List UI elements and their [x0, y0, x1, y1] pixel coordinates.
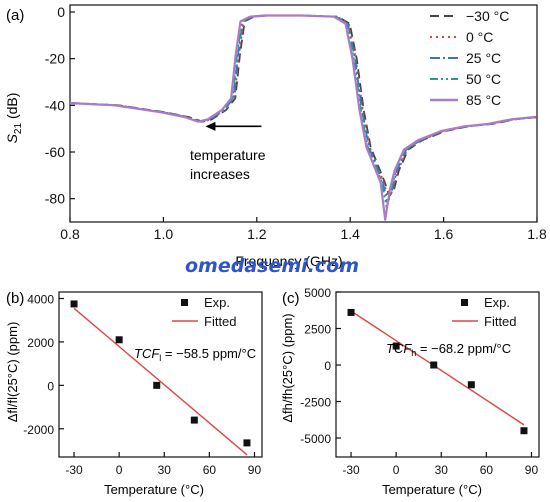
panel-b-x-tick-label: -30: [65, 463, 83, 477]
panel-c-tcf-annotation: TCFh = −68.2 ppm/°C: [386, 341, 511, 358]
panel-a-y-axis-label-symbol: S: [4, 133, 20, 143]
panel-b-label: (b): [6, 290, 24, 307]
panel-b-legend-exp-label: Exp.: [204, 295, 230, 310]
panel-a-y-axis-label-subscript: 21: [13, 123, 24, 135]
panel-c-y-tick-label: 0: [324, 359, 331, 373]
panel-b-x-tick-label: 90: [248, 463, 262, 477]
panel-a-y-axis-label-unit: (dB): [4, 93, 20, 123]
panel-c-exp-point: [392, 342, 400, 350]
panel-b-y-tick-label: 0: [47, 379, 54, 393]
panel-c-fitted-line: [350, 310, 525, 426]
panel-b-exp-point: [153, 381, 161, 389]
panel-a-x-tick-label: 1.0: [154, 226, 174, 242]
annotation-arrow-head: [205, 121, 216, 131]
panel-b-exp-point: [70, 300, 78, 308]
panel-a-legend-label-2: 25 °C: [466, 50, 501, 66]
panel-b-fitted-line: [73, 307, 248, 456]
panel-a-y-tick-label: -40: [45, 97, 65, 113]
panel-c-x-axis-label: Temperature (°C): [382, 482, 482, 497]
panel-a-y-tick-label: -20: [45, 51, 65, 67]
panel-c-exp-point: [347, 308, 355, 316]
panel-c-legend-exp-marker: [461, 299, 468, 306]
panel-b-x-tick-label: 60: [203, 463, 217, 477]
panel-b-x-axis-label: Temperature (°C): [104, 482, 204, 497]
panel-c-plot-frame: [335, 291, 540, 458]
panel-c-y-tick-label: -2500: [300, 396, 331, 410]
panel-b-y-tick-label: -2000: [23, 423, 54, 437]
panel-a-y-axis-label: S21 (dB): [4, 93, 24, 144]
panel-a-x-tick-label: 1.8: [527, 226, 547, 242]
panel-a: (a) 0.8 1.0 1.2 1.4 1.6 1.8 0 -20 -40 -60 -80 −30 °…: [4, 4, 547, 269]
panel-c-x-tick-label: -30: [342, 463, 360, 477]
panel-c-tcf-value: = −68.2 ppm/°C: [416, 341, 511, 356]
annotation-temperature: temperature: [190, 147, 266, 163]
panel-a-x-tick-label: 1.6: [434, 226, 454, 242]
panel-c-legend-exp-label: Exp.: [484, 295, 510, 310]
panel-a-label: (a): [6, 7, 24, 24]
panel-a-legend-label-4: 85 °C: [466, 92, 501, 108]
panel-a-series-group: [70, 14, 537, 221]
panel-a-legend-label-1: 0 °C: [466, 29, 493, 45]
panel-b-plot: -30 0 30 60 90 -2000 0 2000 4000 Exp. Fitted: [23, 291, 263, 477]
panel-c-x-tick-label: 60: [480, 463, 494, 477]
panel-c-tcf-symbol: TCF: [386, 341, 412, 356]
panel-b-y-tick-label: 2000: [27, 336, 54, 350]
panel-c-exp-point: [520, 427, 528, 435]
panel-b-exp-point: [115, 336, 123, 344]
panel-a-y-tick-label: 0: [57, 4, 65, 20]
panel-c-x-tick-label: 90: [525, 463, 539, 477]
panel-a-series-line-0: [71, 14, 537, 198]
panel-c-y-tick-label: 2500: [304, 323, 331, 337]
panel-a-plot: 0.8 1.0 1.2 1.4 1.6 1.8 0 -20 -40 -60 -80 −30 °C 0 °…: [45, 4, 547, 242]
panel-c-y-tick-label: 5000: [304, 286, 331, 300]
panel-a-series-line-4: [70, 14, 535, 221]
panel-c-x-tick-label: 0: [393, 463, 400, 477]
annotation-increases: increases: [190, 166, 250, 182]
panel-a-legend-label-3: 50 °C: [466, 71, 501, 87]
panel-b-exp-point: [190, 416, 198, 424]
panel-c-y-tick-label: -5000: [300, 432, 331, 446]
panel-c-label: (c): [282, 290, 300, 307]
panel-c-x-tick-label: 30: [435, 463, 449, 477]
panel-c-tcf-subscript: h: [411, 348, 416, 358]
panel-b-y-axis-label: Δfl/fl(25°C) (ppm): [5, 322, 20, 423]
panel-b-tcf-value: = −58.5 ppm/°C: [161, 346, 256, 361]
panel-a-plot-frame: [69, 4, 538, 223]
panel-c-legend-fit-label: Fitted: [484, 314, 517, 329]
panel-a-x-axis-label: Frequency (GHz): [235, 253, 342, 269]
panel-a-x-tick-label: 1.2: [247, 226, 267, 242]
panel-b-legend-exp-marker: [181, 299, 188, 306]
panel-c-y-axis-label: Δfh/fh(25°C) (ppm): [280, 313, 295, 422]
panel-c-exp-point: [430, 361, 438, 369]
panel-a-legend-label-0: −30 °C: [466, 8, 509, 24]
panel-b-y-tick-label: 4000: [27, 293, 54, 307]
watermark-text: omedasemi.com: [185, 255, 359, 277]
panel-b-x-tick-label: 30: [158, 463, 172, 477]
panel-a-x-tick-label: 0.8: [60, 226, 80, 242]
panel-b-legend-fit-label: Fitted: [204, 314, 237, 329]
panel-b-tcf-annotation: TCFl = −58.5 ppm/°C: [134, 346, 256, 363]
panel-b: (b) -30 0 30 60 90 -2000 0 2000 4000 Exp. Fitted Δ…: [5, 290, 263, 497]
panel-b-tcf-symbol: TCF: [134, 346, 160, 361]
panel-b-tcf-subscript: l: [159, 353, 161, 363]
panel-c-exp-point: [467, 381, 475, 389]
panel-a-y-tick-label: -60: [45, 144, 65, 160]
panel-b-plot-frame: [58, 291, 263, 458]
panel-c: (c) -30 0 30 60 90 5000 2500 0 -2500 -5000 Exp. Fit…: [280, 286, 540, 497]
panel-b-exp-point: [243, 439, 251, 447]
panel-c-plot: -30 0 30 60 90 5000 2500 0 -2500 -5000 Exp. Fitted: [300, 286, 540, 477]
panel-a-x-tick-label: 1.4: [340, 226, 360, 242]
panel-b-x-tick-label: 0: [116, 463, 123, 477]
panel-a-y-tick-label: -80: [45, 191, 65, 207]
